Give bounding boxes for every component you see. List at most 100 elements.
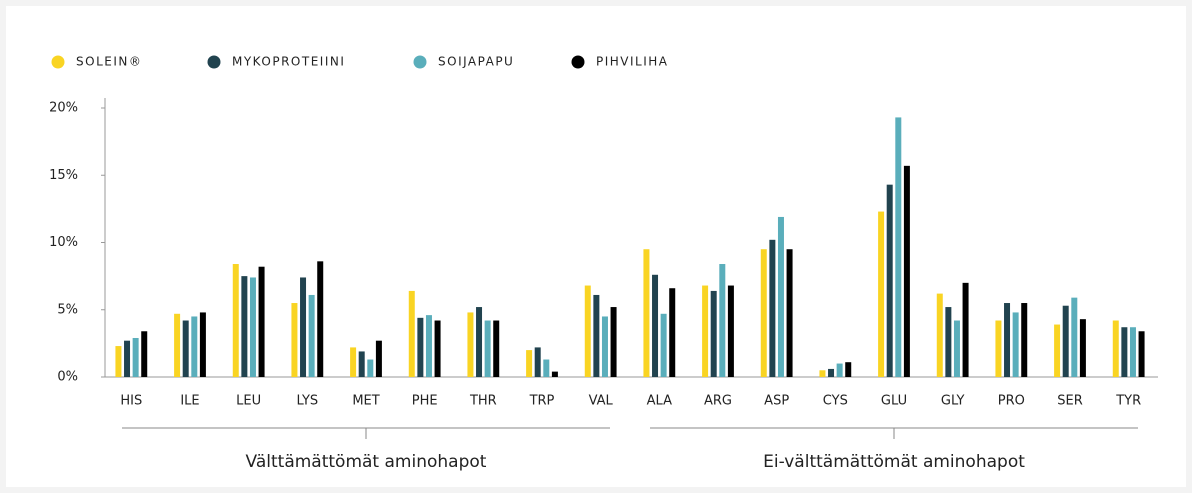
y-tick-label: 5% — [57, 302, 78, 317]
bar — [476, 307, 483, 377]
bar — [769, 239, 776, 377]
bar — [895, 117, 902, 377]
bar — [367, 359, 374, 377]
bar — [241, 276, 248, 377]
bar — [358, 351, 365, 377]
bar — [962, 282, 969, 377]
x-tick-label: SER — [1057, 394, 1083, 409]
x-tick-label: TRP — [529, 394, 555, 409]
bar — [115, 346, 122, 377]
bar — [1054, 324, 1061, 377]
bar — [936, 293, 943, 377]
x-tick-label: HIS — [120, 394, 142, 409]
bar — [727, 285, 734, 377]
bar — [845, 362, 852, 377]
x-tick-label: ARG — [704, 394, 732, 409]
bar — [317, 261, 324, 377]
bar — [1121, 327, 1128, 377]
bar — [786, 249, 793, 377]
bar — [610, 307, 617, 377]
bar — [1079, 319, 1086, 377]
x-tick-label: MET — [352, 394, 379, 409]
group-label: Välttämättömät aminohapot — [246, 452, 487, 472]
bar — [1112, 320, 1119, 377]
legend-marker — [207, 55, 221, 69]
bar — [953, 320, 960, 377]
x-tick-label: PHE — [412, 394, 438, 409]
legend-label: SOLEIN® — [76, 55, 142, 69]
bar — [836, 363, 843, 377]
bar — [643, 249, 650, 377]
group-label: Ei-välttämättömät aminohapot — [763, 452, 1025, 472]
x-tick-label: TYR — [1115, 394, 1141, 409]
bar — [300, 277, 307, 377]
x-tick-label: GLY — [941, 394, 965, 409]
bar — [543, 359, 550, 377]
y-tick-label: 15% — [49, 168, 78, 183]
legend-marker — [51, 55, 65, 69]
bar — [1062, 305, 1069, 377]
x-tick-label: VAL — [589, 394, 614, 409]
legend-label: SOIJAPAPU — [438, 55, 514, 69]
bar — [710, 290, 717, 377]
bar — [660, 313, 667, 377]
bar — [652, 274, 659, 377]
bar — [719, 264, 726, 377]
panel — [6, 6, 1186, 487]
x-tick-label: ALA — [647, 394, 672, 409]
bar — [132, 337, 139, 377]
bar — [669, 288, 676, 377]
x-tick-label: LYS — [296, 394, 318, 409]
legend-label: PIHVILIHA — [596, 55, 669, 69]
bar — [1021, 303, 1028, 377]
bar — [191, 316, 198, 377]
x-tick-label: PRO — [998, 394, 1025, 409]
bar — [408, 290, 415, 377]
bar — [1071, 297, 1078, 377]
bar — [375, 340, 382, 377]
bar — [1012, 312, 1019, 377]
y-tick-label: 20% — [49, 101, 78, 116]
bar — [534, 347, 541, 377]
x-tick-label: LEU — [236, 394, 261, 409]
bar — [1138, 331, 1145, 377]
bar — [551, 371, 558, 377]
bar — [903, 165, 910, 377]
legend-marker — [413, 55, 427, 69]
bar — [886, 184, 893, 377]
bar — [878, 211, 885, 377]
bar — [1129, 327, 1136, 377]
bar — [777, 216, 784, 377]
bar — [593, 294, 600, 377]
bar — [258, 266, 265, 377]
bar — [995, 320, 1002, 377]
bar — [417, 317, 424, 377]
x-tick-label: GLU — [881, 394, 907, 409]
bar — [232, 264, 239, 377]
bar — [199, 312, 206, 377]
bar — [308, 294, 315, 377]
legend-label: MYKOPROTEIINI — [232, 55, 345, 69]
bar — [291, 303, 298, 377]
bar — [350, 347, 357, 377]
bar — [434, 320, 441, 377]
bar — [526, 350, 533, 377]
bar — [493, 320, 500, 377]
bar — [425, 315, 432, 377]
x-tick-label: ASP — [764, 394, 789, 409]
bar — [1004, 303, 1011, 377]
bar — [124, 340, 131, 377]
y-tick-label: 0% — [57, 370, 78, 385]
bar — [249, 277, 256, 377]
x-tick-label: ILE — [180, 394, 199, 409]
bar — [141, 331, 148, 377]
x-tick-label: THR — [469, 394, 497, 409]
legend-marker — [571, 55, 585, 69]
y-tick-label: 10% — [49, 235, 78, 250]
bar — [182, 320, 189, 377]
bar — [484, 320, 491, 377]
x-tick-label: CYS — [823, 394, 848, 409]
bar — [760, 249, 767, 377]
